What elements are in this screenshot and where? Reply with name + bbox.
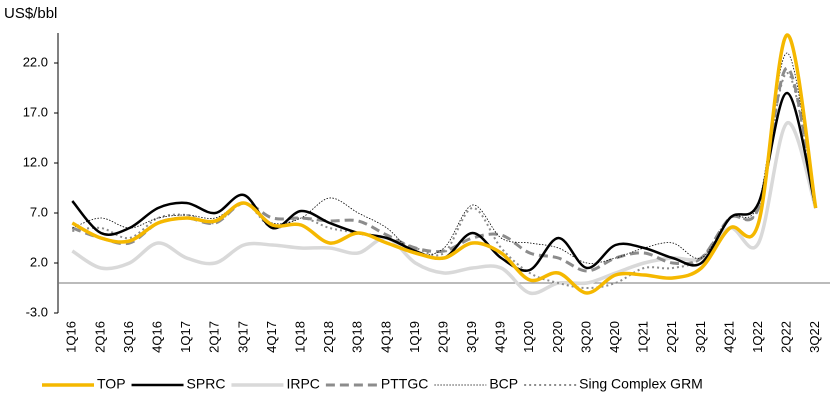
x-tick-label: 1Q19	[407, 321, 422, 353]
x-tick-label: 3Q18	[350, 321, 365, 353]
x-tick-label: 2Q19	[435, 321, 450, 353]
y-tick-label: 2.0	[30, 254, 48, 269]
x-tick-label: 4Q21	[721, 321, 736, 353]
legend-label: BCP	[489, 376, 518, 392]
x-tick-label: 1Q22	[750, 321, 765, 353]
x-tick-label: 2Q18	[321, 321, 336, 353]
x-tick-label: 1Q17	[178, 321, 193, 353]
x-tick-label: 1Q16	[64, 321, 79, 353]
series-line	[71, 91, 817, 272]
legend-item: PTTGC	[325, 376, 428, 392]
legend-label: Sing Complex GRM	[579, 376, 703, 392]
x-tick-label: 4Q17	[264, 321, 279, 353]
x-tick-label: 4Q19	[493, 321, 508, 353]
legend-item: Sing Complex GRM	[524, 376, 703, 392]
series-line	[72, 52, 817, 264]
x-tick-label: 2Q17	[207, 321, 222, 353]
x-tick-label: 3Q16	[121, 321, 136, 353]
x-tick-label: 2Q21	[664, 321, 679, 353]
x-tick-label: 3Q17	[235, 321, 250, 353]
series-line	[71, 33, 818, 295]
x-tick-label: 4Q20	[607, 321, 622, 353]
x-tick-label: 3Q22	[807, 321, 822, 353]
x-tick-label: 2Q22	[779, 321, 794, 353]
legend-label: PTTGC	[381, 376, 428, 392]
x-tick-label: 1Q21	[636, 321, 651, 353]
series-line	[71, 66, 818, 273]
x-tick-label: 3Q20	[578, 321, 593, 353]
x-tick-label: 1Q18	[292, 321, 307, 353]
legend-item: IRPC	[231, 376, 320, 392]
legend-label: SPRC	[187, 376, 226, 392]
legend-item: BCP	[434, 376, 518, 392]
y-tick-label: 7.0	[30, 204, 48, 219]
legend-label: TOP	[97, 376, 126, 392]
x-tick-label: 1Q20	[521, 321, 536, 353]
legend-item: TOP	[42, 376, 126, 392]
y-tick-label: -3.0	[26, 304, 48, 319]
x-tick-label: 3Q19	[464, 321, 479, 353]
y-axis-label: US$/bbl	[4, 5, 57, 22]
x-tick-label: 3Q21	[693, 321, 708, 353]
series-line	[72, 72, 817, 289]
x-tick-label: 4Q16	[150, 321, 165, 353]
legend-label: IRPC	[286, 376, 319, 392]
x-tick-label: 2Q16	[92, 321, 107, 353]
y-tick-label: 17.0	[23, 104, 48, 119]
legend-item: SPRC	[131, 376, 226, 392]
series-line	[71, 121, 818, 296]
x-tick-label: 4Q18	[378, 321, 393, 353]
x-tick-label: 2Q20	[550, 321, 565, 353]
y-tick-label: 22.0	[23, 54, 48, 69]
y-tick-label: 12.0	[23, 154, 48, 169]
